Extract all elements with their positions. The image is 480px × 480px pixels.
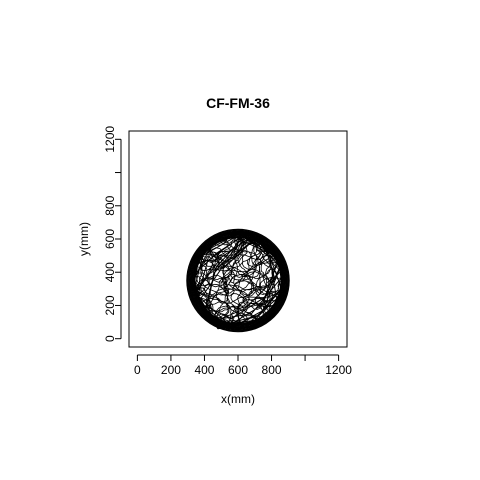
y-tick-label: 400 [103, 262, 117, 282]
arena-wall-path [187, 229, 289, 332]
chart-title: CF-FM-36 [206, 95, 270, 111]
x-tick-label: 800 [262, 363, 282, 377]
y-axis: 0 200 400 600 800 1200 [103, 126, 122, 342]
y-tick-label: 600 [103, 229, 117, 249]
x-axis-label: x(mm) [221, 392, 255, 406]
x-tick-label: 400 [194, 363, 214, 377]
y-tick-label: 200 [103, 295, 117, 315]
y-axis-label: y(mm) [77, 222, 91, 256]
x-tick-label: 200 [161, 363, 181, 377]
trajectory-path-dense [188, 230, 288, 332]
x-tick-label: 0 [134, 363, 141, 377]
plot-frame [128, 130, 348, 348]
x-axis: 0 200 400 600 800 1200 [134, 354, 352, 377]
x-tick-label: 1200 [325, 363, 352, 377]
y-tick-label: 800 [103, 195, 117, 215]
x-tick-label: 600 [228, 363, 248, 377]
trajectory-marks [186, 228, 290, 333]
arena-wall-path [186, 228, 290, 333]
y-tick-label: 0 [103, 335, 117, 342]
y-tick-label: 1200 [103, 126, 117, 153]
